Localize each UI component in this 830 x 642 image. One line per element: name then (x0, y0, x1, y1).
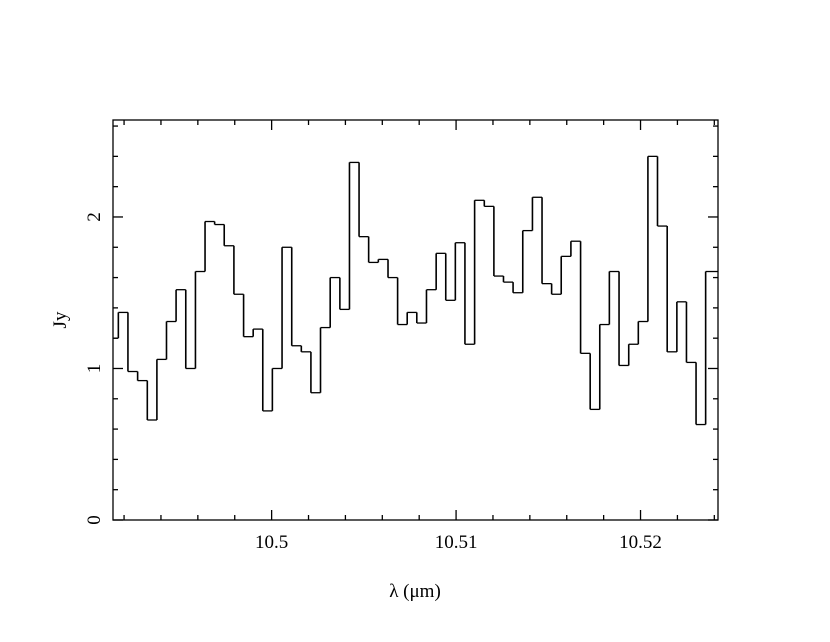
y-axis-label: Jy (50, 311, 71, 328)
y-tick-label: 1 (84, 364, 105, 374)
y-tick-label: 2 (84, 212, 105, 222)
x-tick-label: 10.5 (255, 532, 288, 553)
step-risers (117, 156, 707, 425)
y-tick-label: 0 (84, 515, 105, 525)
x-tick-label: 10.52 (619, 532, 662, 553)
x-axis-label: λ (μm) (389, 581, 441, 602)
plot-frame (112, 119, 719, 521)
x-tick-label: 10.51 (435, 532, 478, 553)
